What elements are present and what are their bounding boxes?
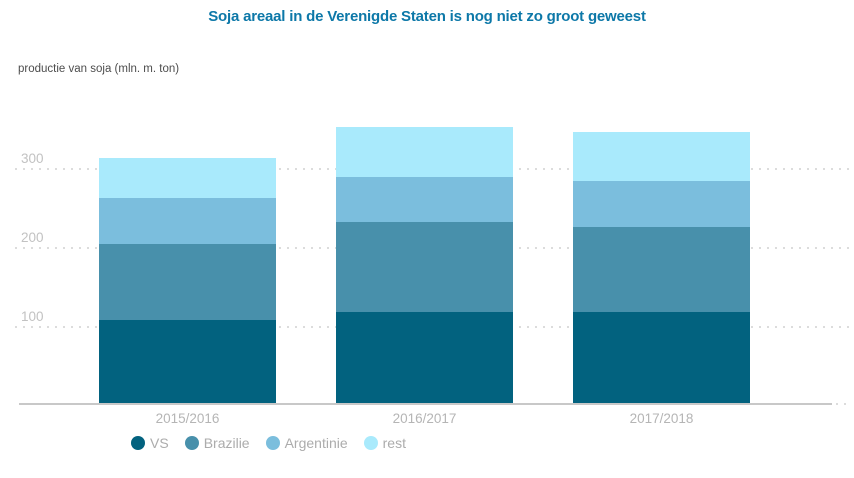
legend: VS Brazilie Argentinie rest xyxy=(131,435,406,451)
bar-segment-Brazilie xyxy=(573,227,750,313)
bar-segment-Argentinie xyxy=(573,181,750,228)
legend-label: Brazilie xyxy=(203,435,250,451)
legend-swatch-icon xyxy=(265,436,280,450)
chart-title: Soja areaal in de Verenigde Staten is no… xyxy=(208,8,646,25)
bar-segment-Argentinie xyxy=(99,197,276,244)
x-category-label: 2017/2018 xyxy=(629,411,694,426)
y-tick-label: 100 xyxy=(21,309,44,324)
x-category-label: 2016/2017 xyxy=(392,411,457,426)
y-tick-label: 200 xyxy=(21,230,44,245)
bar-segment-VS xyxy=(336,312,513,404)
bar-segment-rest xyxy=(573,131,750,182)
legend-item-Brazilie: Brazilie xyxy=(184,435,250,451)
legend-swatch-icon xyxy=(131,436,145,450)
legend-item-Argentinie: Argentinie xyxy=(265,435,348,451)
bar-2015/2016 xyxy=(99,158,276,404)
legend-label: Argentinie xyxy=(284,435,348,451)
legend-item-VS: VS xyxy=(131,435,169,451)
legend-swatch-icon xyxy=(363,436,378,450)
y-tick-label: 300 xyxy=(21,151,44,166)
bar-2017/2018 xyxy=(573,131,750,404)
x-category-label: 2015/2016 xyxy=(155,411,220,426)
y-axis-unit-label: productie van soja (mln. m. ton) xyxy=(18,63,180,75)
bar-segment-VS xyxy=(99,319,276,404)
bar-segment-rest xyxy=(336,126,513,177)
legend-label: VS xyxy=(150,435,169,451)
bar-segment-VS xyxy=(573,312,750,404)
bar-2016/2017 xyxy=(336,126,513,404)
legend-label: rest xyxy=(382,435,406,451)
bar-segment-Brazilie xyxy=(99,243,276,320)
x-axis-line xyxy=(19,403,832,405)
legend-item-rest: rest xyxy=(363,435,406,451)
x-axis-line-dotted-tail xyxy=(836,403,852,405)
bar-segment-Brazilie xyxy=(336,222,513,313)
legend-swatch-icon xyxy=(184,436,199,450)
bar-segment-rest xyxy=(99,158,276,198)
bar-segment-Argentinie xyxy=(336,176,513,223)
